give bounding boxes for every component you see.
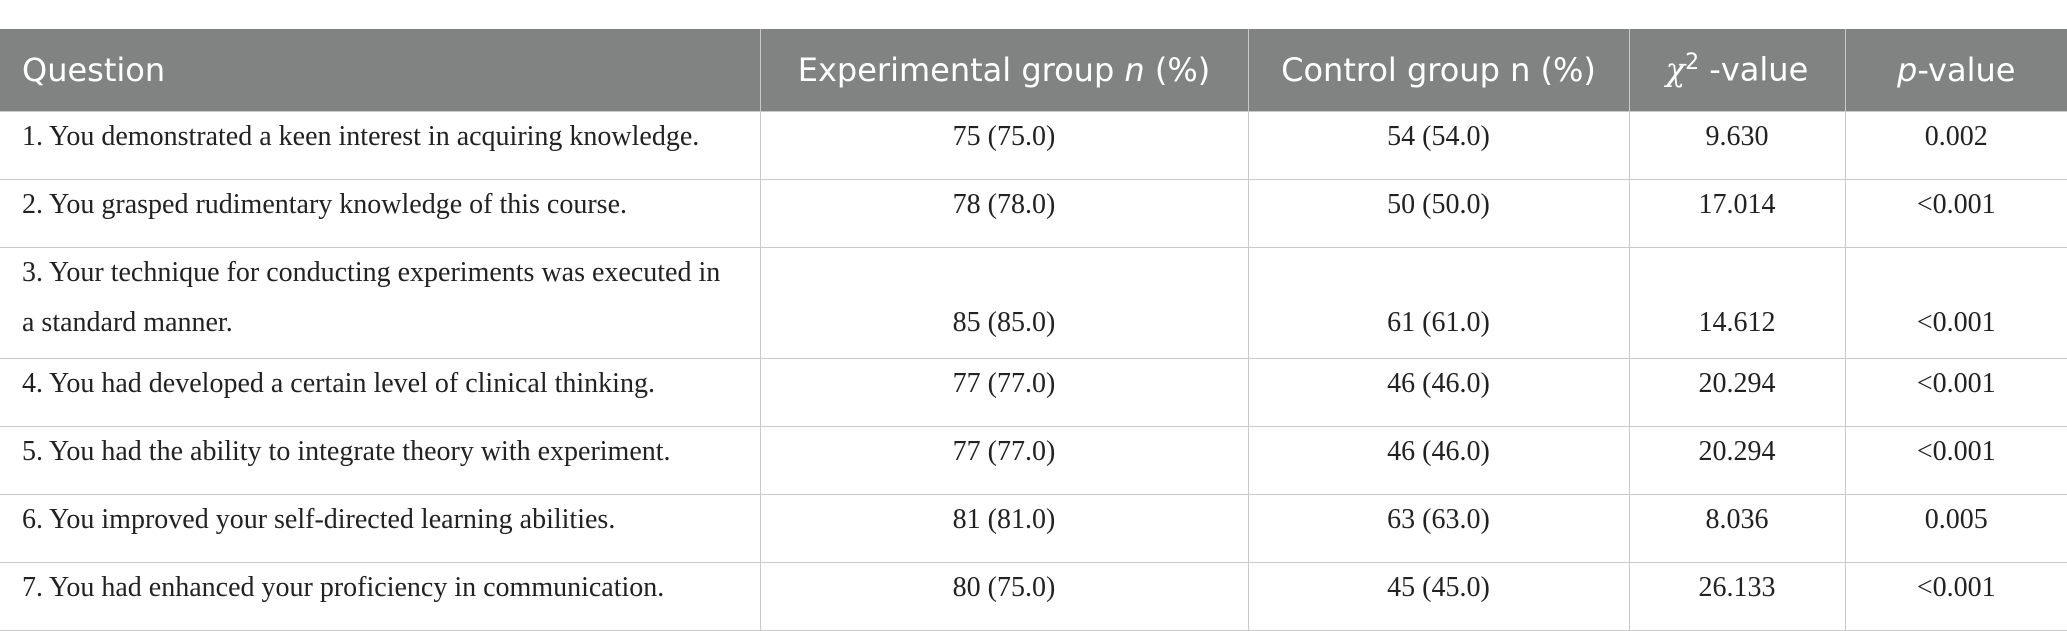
header-experimental-n: n: [1124, 50, 1145, 89]
question-cell: 7. You had enhanced your proficiency in …: [0, 561, 761, 631]
p-value-cell: <0.001: [1844, 178, 2067, 248]
control-cell: 46 (46.0): [1247, 425, 1630, 495]
question-cell: 6. You improved your self-directed learn…: [0, 493, 761, 563]
chi-square-cell: 20.294: [1628, 357, 1846, 427]
table-row: 1. You demonstrated a keen interest in a…: [0, 110, 2067, 180]
p-value-cell: <0.001: [1844, 246, 2067, 359]
header-chi-exponent: 2: [1685, 50, 1700, 76]
header-experimental: Experimental group n (%): [759, 29, 1249, 111]
p-value-cell: <0.001: [1844, 425, 2067, 495]
chi-square-cell: 8.036: [1628, 493, 1846, 563]
header-chi-suffix: -value: [1699, 51, 1809, 90]
chi-square-cell: 17.014: [1628, 178, 1846, 248]
results-table-container: Question Experimental group n (%) Contro…: [0, 29, 2067, 631]
p-value-cell: 0.002: [1844, 110, 2067, 180]
question-cell: 5. You had the ability to integrate theo…: [0, 425, 761, 495]
chi-square-cell: 20.294: [1628, 425, 1846, 495]
experimental-cell: 77 (77.0): [759, 425, 1249, 495]
experimental-cell: 78 (78.0): [759, 178, 1249, 248]
p-value-cell: <0.001: [1844, 357, 2067, 427]
p-value-cell: <0.001: [1844, 561, 2067, 631]
question-cell: 1. You demonstrated a keen interest in a…: [0, 110, 761, 180]
header-question: Question: [0, 29, 761, 111]
header-p-letter: p: [1897, 50, 1918, 89]
header-p-value: p-value: [1844, 29, 2067, 111]
results-table: Question Experimental group n (%) Contro…: [0, 29, 2067, 631]
table-row: 5. You had the ability to integrate theo…: [0, 425, 2067, 495]
p-value-cell: 0.005: [1844, 493, 2067, 563]
experimental-cell: 77 (77.0): [759, 357, 1249, 427]
control-cell: 54 (54.0): [1247, 110, 1630, 180]
table-header: Question Experimental group n (%) Contro…: [0, 29, 2067, 111]
control-cell: 63 (63.0): [1247, 493, 1630, 563]
table-row: 3. Your technique for conducting experim…: [0, 246, 2067, 359]
header-control: Control group n (%): [1247, 29, 1630, 111]
header-question-label: Question: [22, 50, 166, 89]
experimental-cell: 81 (81.0): [759, 493, 1249, 563]
chi-square-cell: 9.630: [1628, 110, 1846, 180]
question-cell: 2. You grasped rudimentary knowledge of …: [0, 178, 761, 248]
control-cell: 46 (46.0): [1247, 357, 1630, 427]
question-cell: 4. You had developed a certain level of …: [0, 357, 761, 427]
table-row: 4. You had developed a certain level of …: [0, 357, 2067, 427]
header-experimental-prefix: Experimental group: [797, 50, 1125, 89]
experimental-cell: 80 (75.0): [759, 561, 1249, 631]
control-cell: 61 (61.0): [1247, 246, 1630, 359]
control-cell: 45 (45.0): [1247, 561, 1630, 631]
header-chi-symbol: χ: [1665, 51, 1686, 90]
table-body: 1. You demonstrated a keen interest in a…: [0, 110, 2067, 631]
experimental-cell: 75 (75.0): [759, 110, 1249, 180]
table-row: 6. You improved your self-directed learn…: [0, 493, 2067, 563]
header-experimental-suffix: (%): [1144, 50, 1211, 89]
header-chi-square: χ2 -value: [1628, 29, 1846, 111]
header-p-suffix: -value: [1917, 50, 2016, 89]
table-row: 2. You grasped rudimentary knowledge of …: [0, 178, 2067, 248]
header-row: Question Experimental group n (%) Contro…: [0, 29, 2067, 111]
header-control-label: Control group n (%): [1281, 50, 1596, 89]
table-row: 7. You had enhanced your proficiency in …: [0, 561, 2067, 631]
chi-square-cell: 14.612: [1628, 246, 1846, 359]
question-cell: 3. Your technique for conducting experim…: [0, 246, 761, 359]
control-cell: 50 (50.0): [1247, 178, 1630, 248]
chi-square-cell: 26.133: [1628, 561, 1846, 631]
experimental-cell: 85 (85.0): [759, 246, 1249, 359]
